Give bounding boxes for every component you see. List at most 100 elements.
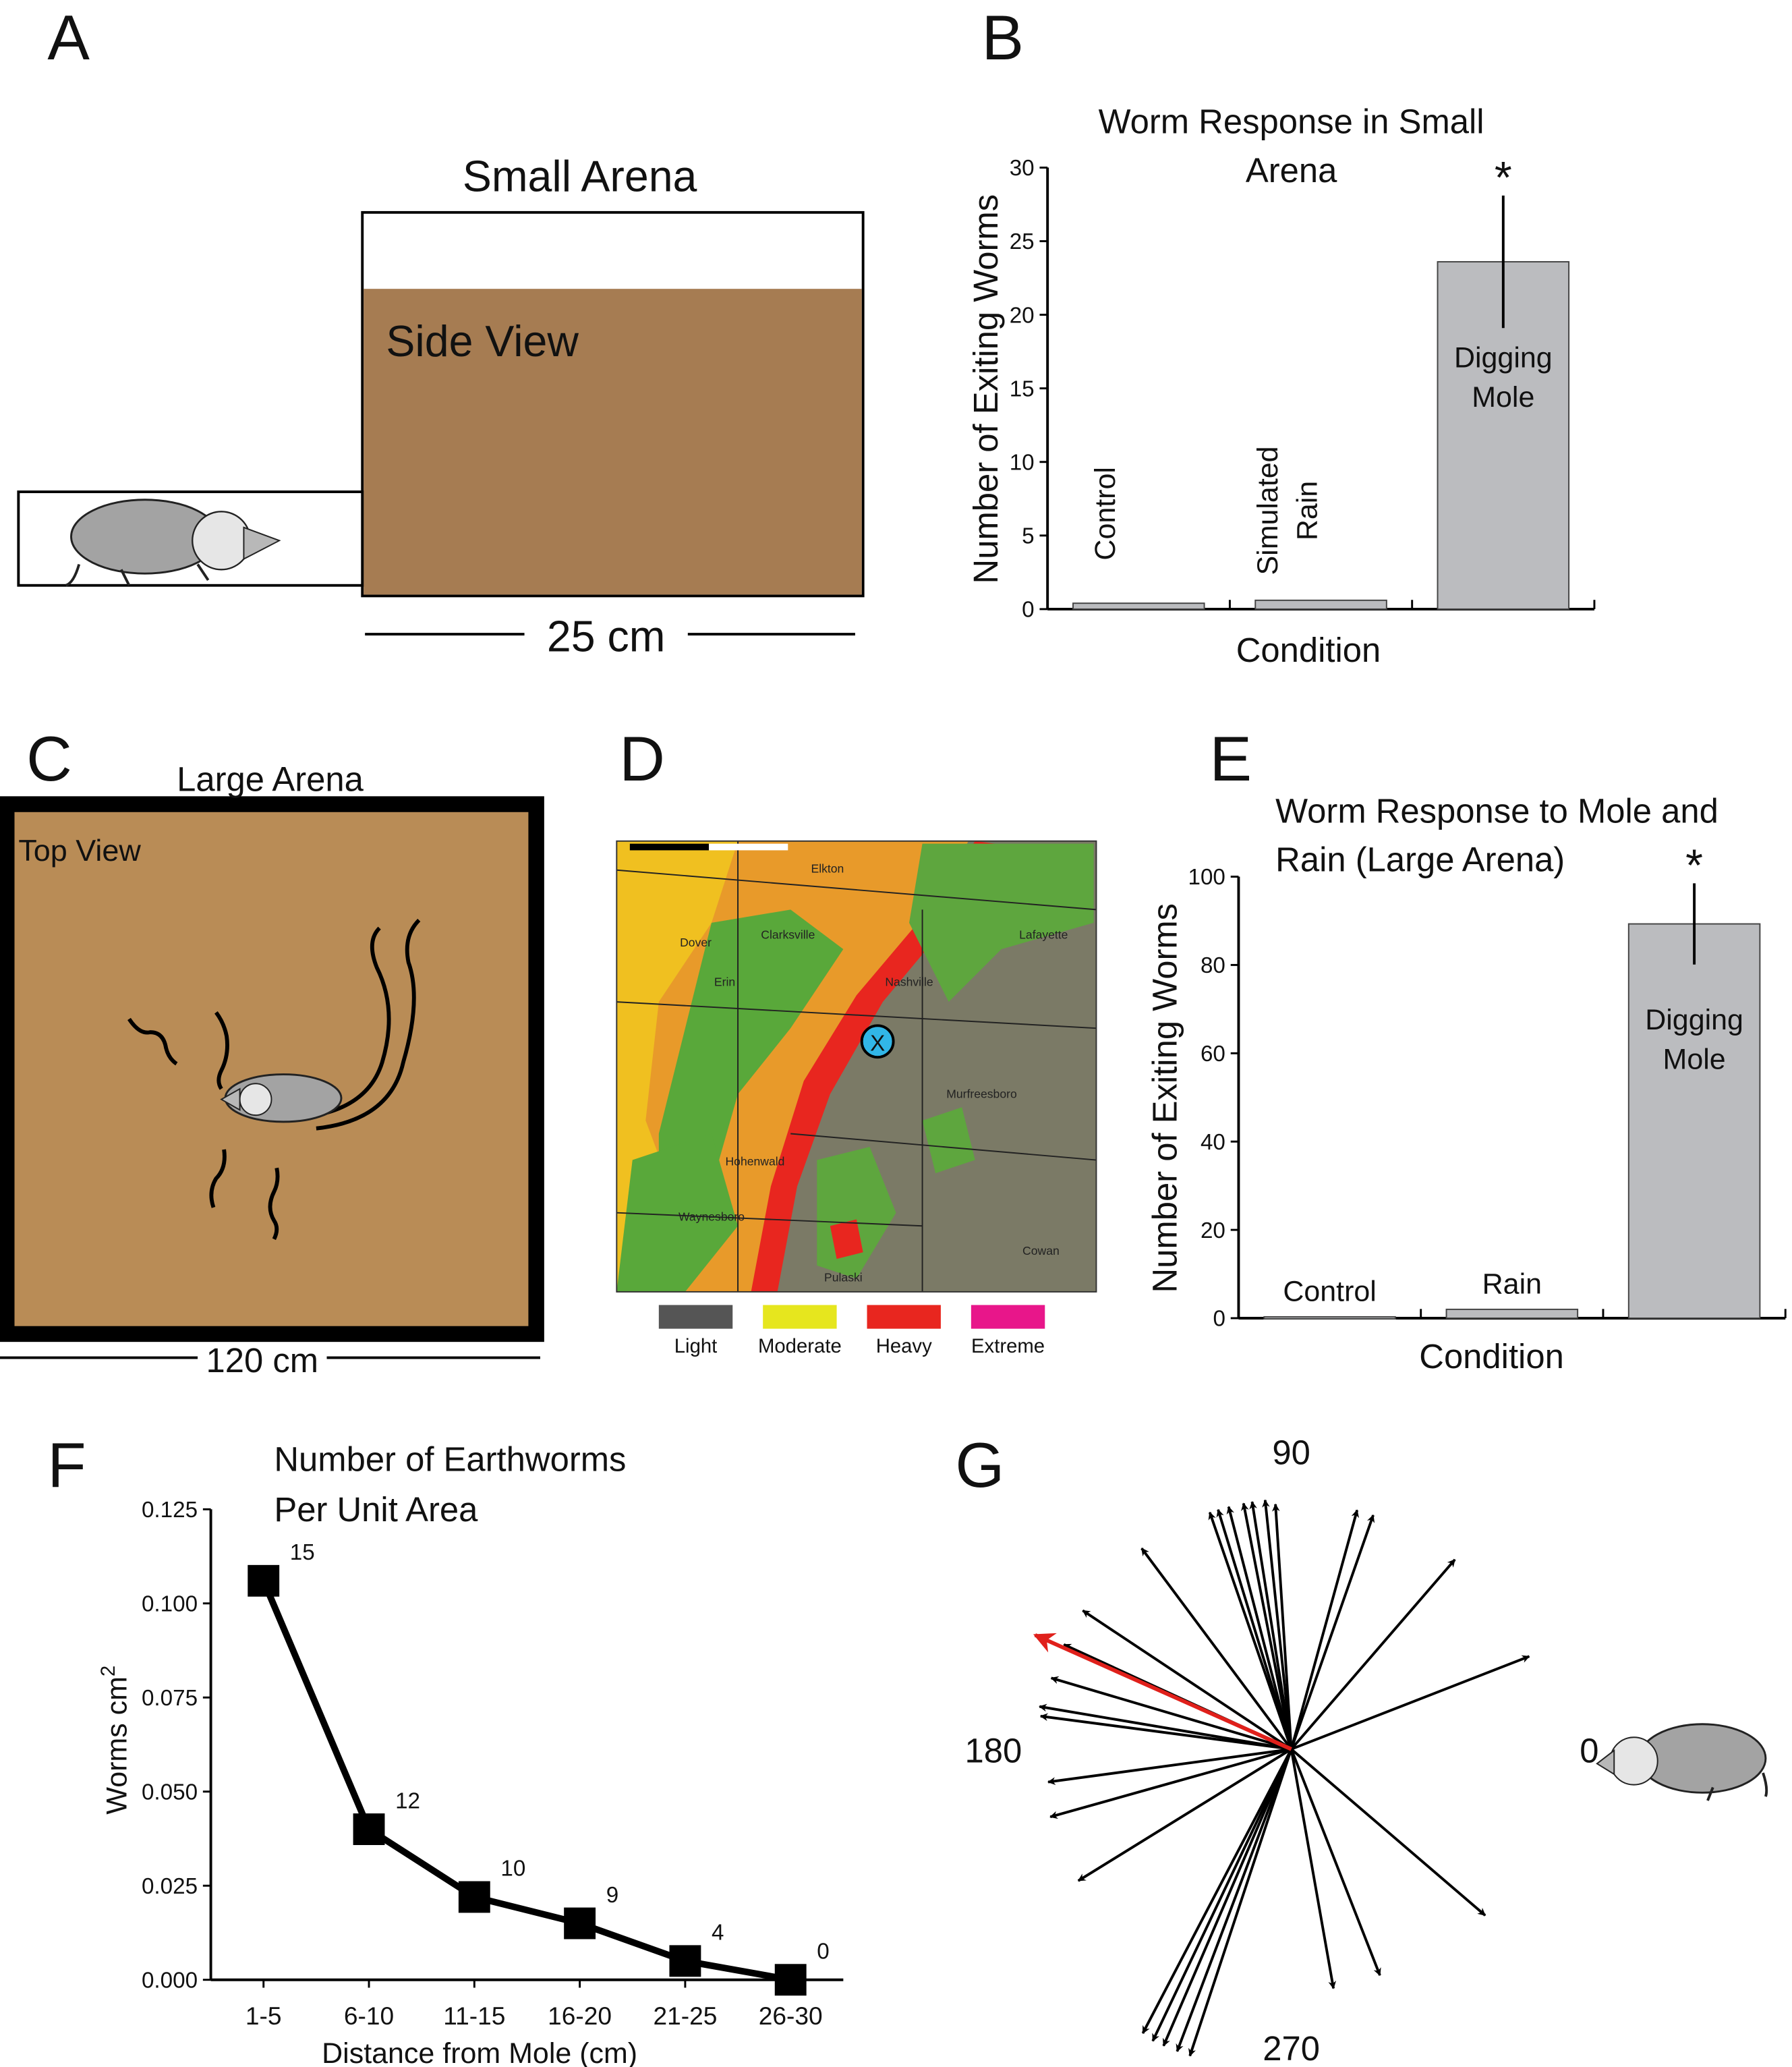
significance: * <box>1495 153 1512 203</box>
marker-label: X <box>870 1031 885 1056</box>
chart-title: Worm Response in Small Arena <box>1099 103 1484 190</box>
place-label: Murfreesboro <box>946 1087 1017 1101</box>
arrow <box>1290 1514 1375 1750</box>
arrow <box>1290 1749 1337 1989</box>
panel-c: Large Arena Top View 120 cm <box>0 760 544 1380</box>
arrow <box>1151 1749 1293 2042</box>
panel-label: B <box>981 2 1024 73</box>
arrow <box>1176 1749 1293 2052</box>
bar <box>1072 602 1205 610</box>
bar <box>1445 1308 1579 1319</box>
arena <box>0 796 544 1342</box>
angle-label: 0 <box>1580 1731 1598 1769</box>
place-label: Hohenwald <box>725 1154 784 1168</box>
arena-title: Large Arena <box>177 760 364 799</box>
line <box>260 1579 792 1983</box>
point-count: 9 <box>606 1883 618 1908</box>
chart-title: Worm Response to Mole and Rain (Large Are… <box>1275 791 1718 878</box>
place-label: Elkton <box>811 862 844 876</box>
y-tick-label: 40 <box>1201 1130 1225 1155</box>
x-tick-label: 1-5 <box>245 2002 282 2030</box>
significance: * <box>1685 841 1703 890</box>
y-axis-label: Worms cm2 <box>97 1666 134 1815</box>
arrow <box>1216 1508 1293 1750</box>
y-axis-label-sup: 2 <box>97 1666 119 1676</box>
y-axis-label-text: Worms cm <box>101 1676 134 1814</box>
point-count: 10 <box>500 1857 525 1881</box>
marker <box>774 1964 807 1996</box>
category-label: Digging Mole <box>1645 1004 1743 1076</box>
panel-label: A <box>47 2 90 73</box>
category-label: Rain <box>1482 1268 1542 1300</box>
y-tick-label: 80 <box>1201 953 1225 978</box>
arrow <box>1290 1558 1456 1751</box>
marker <box>564 1907 596 1939</box>
scale-label: 120 cm <box>206 1341 319 1380</box>
point-count: 4 <box>712 1921 724 1946</box>
legend-swatch <box>867 1305 941 1329</box>
arrow <box>1162 1749 1293 2047</box>
marker <box>353 1813 385 1845</box>
arrow <box>1262 1499 1293 1750</box>
arena-title: Small Arena <box>463 152 697 201</box>
place-label: Cowan <box>1022 1244 1060 1257</box>
arrow <box>1188 1749 1293 2057</box>
y-tick-label: 0.025 <box>142 1874 198 1899</box>
legend-label: Heavy <box>876 1335 932 1357</box>
soil <box>364 289 862 595</box>
angle-label: 90 <box>1272 1434 1310 1472</box>
x-axis-label: Condition <box>1419 1337 1564 1376</box>
category-label: Control <box>1089 467 1122 561</box>
point-count: 12 <box>395 1788 420 1813</box>
marker <box>669 1945 701 1977</box>
category-label: Simulated Rain <box>1252 446 1324 575</box>
panel-label: E <box>1209 723 1252 794</box>
y-tick-label: 0.125 <box>142 1498 198 1523</box>
arrow <box>1047 1747 1292 1785</box>
arrow <box>1241 1502 1293 1750</box>
arrow <box>1249 1501 1293 1750</box>
arrow <box>1039 1703 1292 1751</box>
mean-arrow <box>1033 1633 1292 1751</box>
y-tick-label: 0 <box>1022 598 1034 623</box>
view-label: Top View <box>18 833 141 868</box>
panel-label: D <box>619 723 665 794</box>
x-tick-label: 11-15 <box>443 2002 505 2030</box>
point-count: 0 <box>817 1939 829 1964</box>
place-label: Erin <box>714 975 735 989</box>
x-tick-label: 16-20 <box>548 2002 612 2030</box>
scale-label: 25 cm <box>547 612 666 660</box>
worms <box>127 918 421 1241</box>
map-frame <box>616 840 1097 1293</box>
y-axis-label: Number of Exiting Worms <box>966 194 1005 584</box>
bar <box>1263 1316 1396 1320</box>
y-tick-label: 100 <box>1188 865 1225 890</box>
arrow <box>1290 1748 1486 1917</box>
mole-drawing <box>1596 1723 1768 1801</box>
arrow <box>1226 1506 1293 1750</box>
arrow <box>1141 1748 1293 2034</box>
arrow <box>1039 1713 1292 1751</box>
legend-label: Moderate <box>758 1335 842 1357</box>
place-label: Waynesboro <box>678 1210 745 1223</box>
y-tick-label: 10 <box>1010 450 1035 475</box>
legend-label: Extreme <box>971 1335 1045 1357</box>
x-tick-label: 6-10 <box>344 2002 394 2030</box>
y-tick-label: 0.050 <box>142 1780 198 1805</box>
arrow <box>1290 1749 1381 1977</box>
y-tick-label: 5 <box>1022 524 1034 549</box>
chart-title: Number of Earthworms Per Unit Area <box>274 1440 626 1529</box>
arrow <box>1049 1747 1292 1819</box>
panel-label: G <box>955 1429 1004 1500</box>
legend-swatch <box>971 1305 1045 1329</box>
arrow <box>1271 1503 1293 1749</box>
y-tick-label: 20 <box>1201 1218 1225 1243</box>
marker <box>248 1564 280 1597</box>
panel-label: F <box>47 1429 86 1500</box>
y-tick-label: 0.075 <box>142 1686 198 1711</box>
panel-label: C <box>26 723 72 794</box>
arrow <box>1050 1676 1292 1751</box>
x-axis-label: Distance from Mole (cm) <box>322 2037 637 2067</box>
legend-swatch <box>658 1305 733 1329</box>
x-tick-label: 21-25 <box>653 2002 717 2030</box>
